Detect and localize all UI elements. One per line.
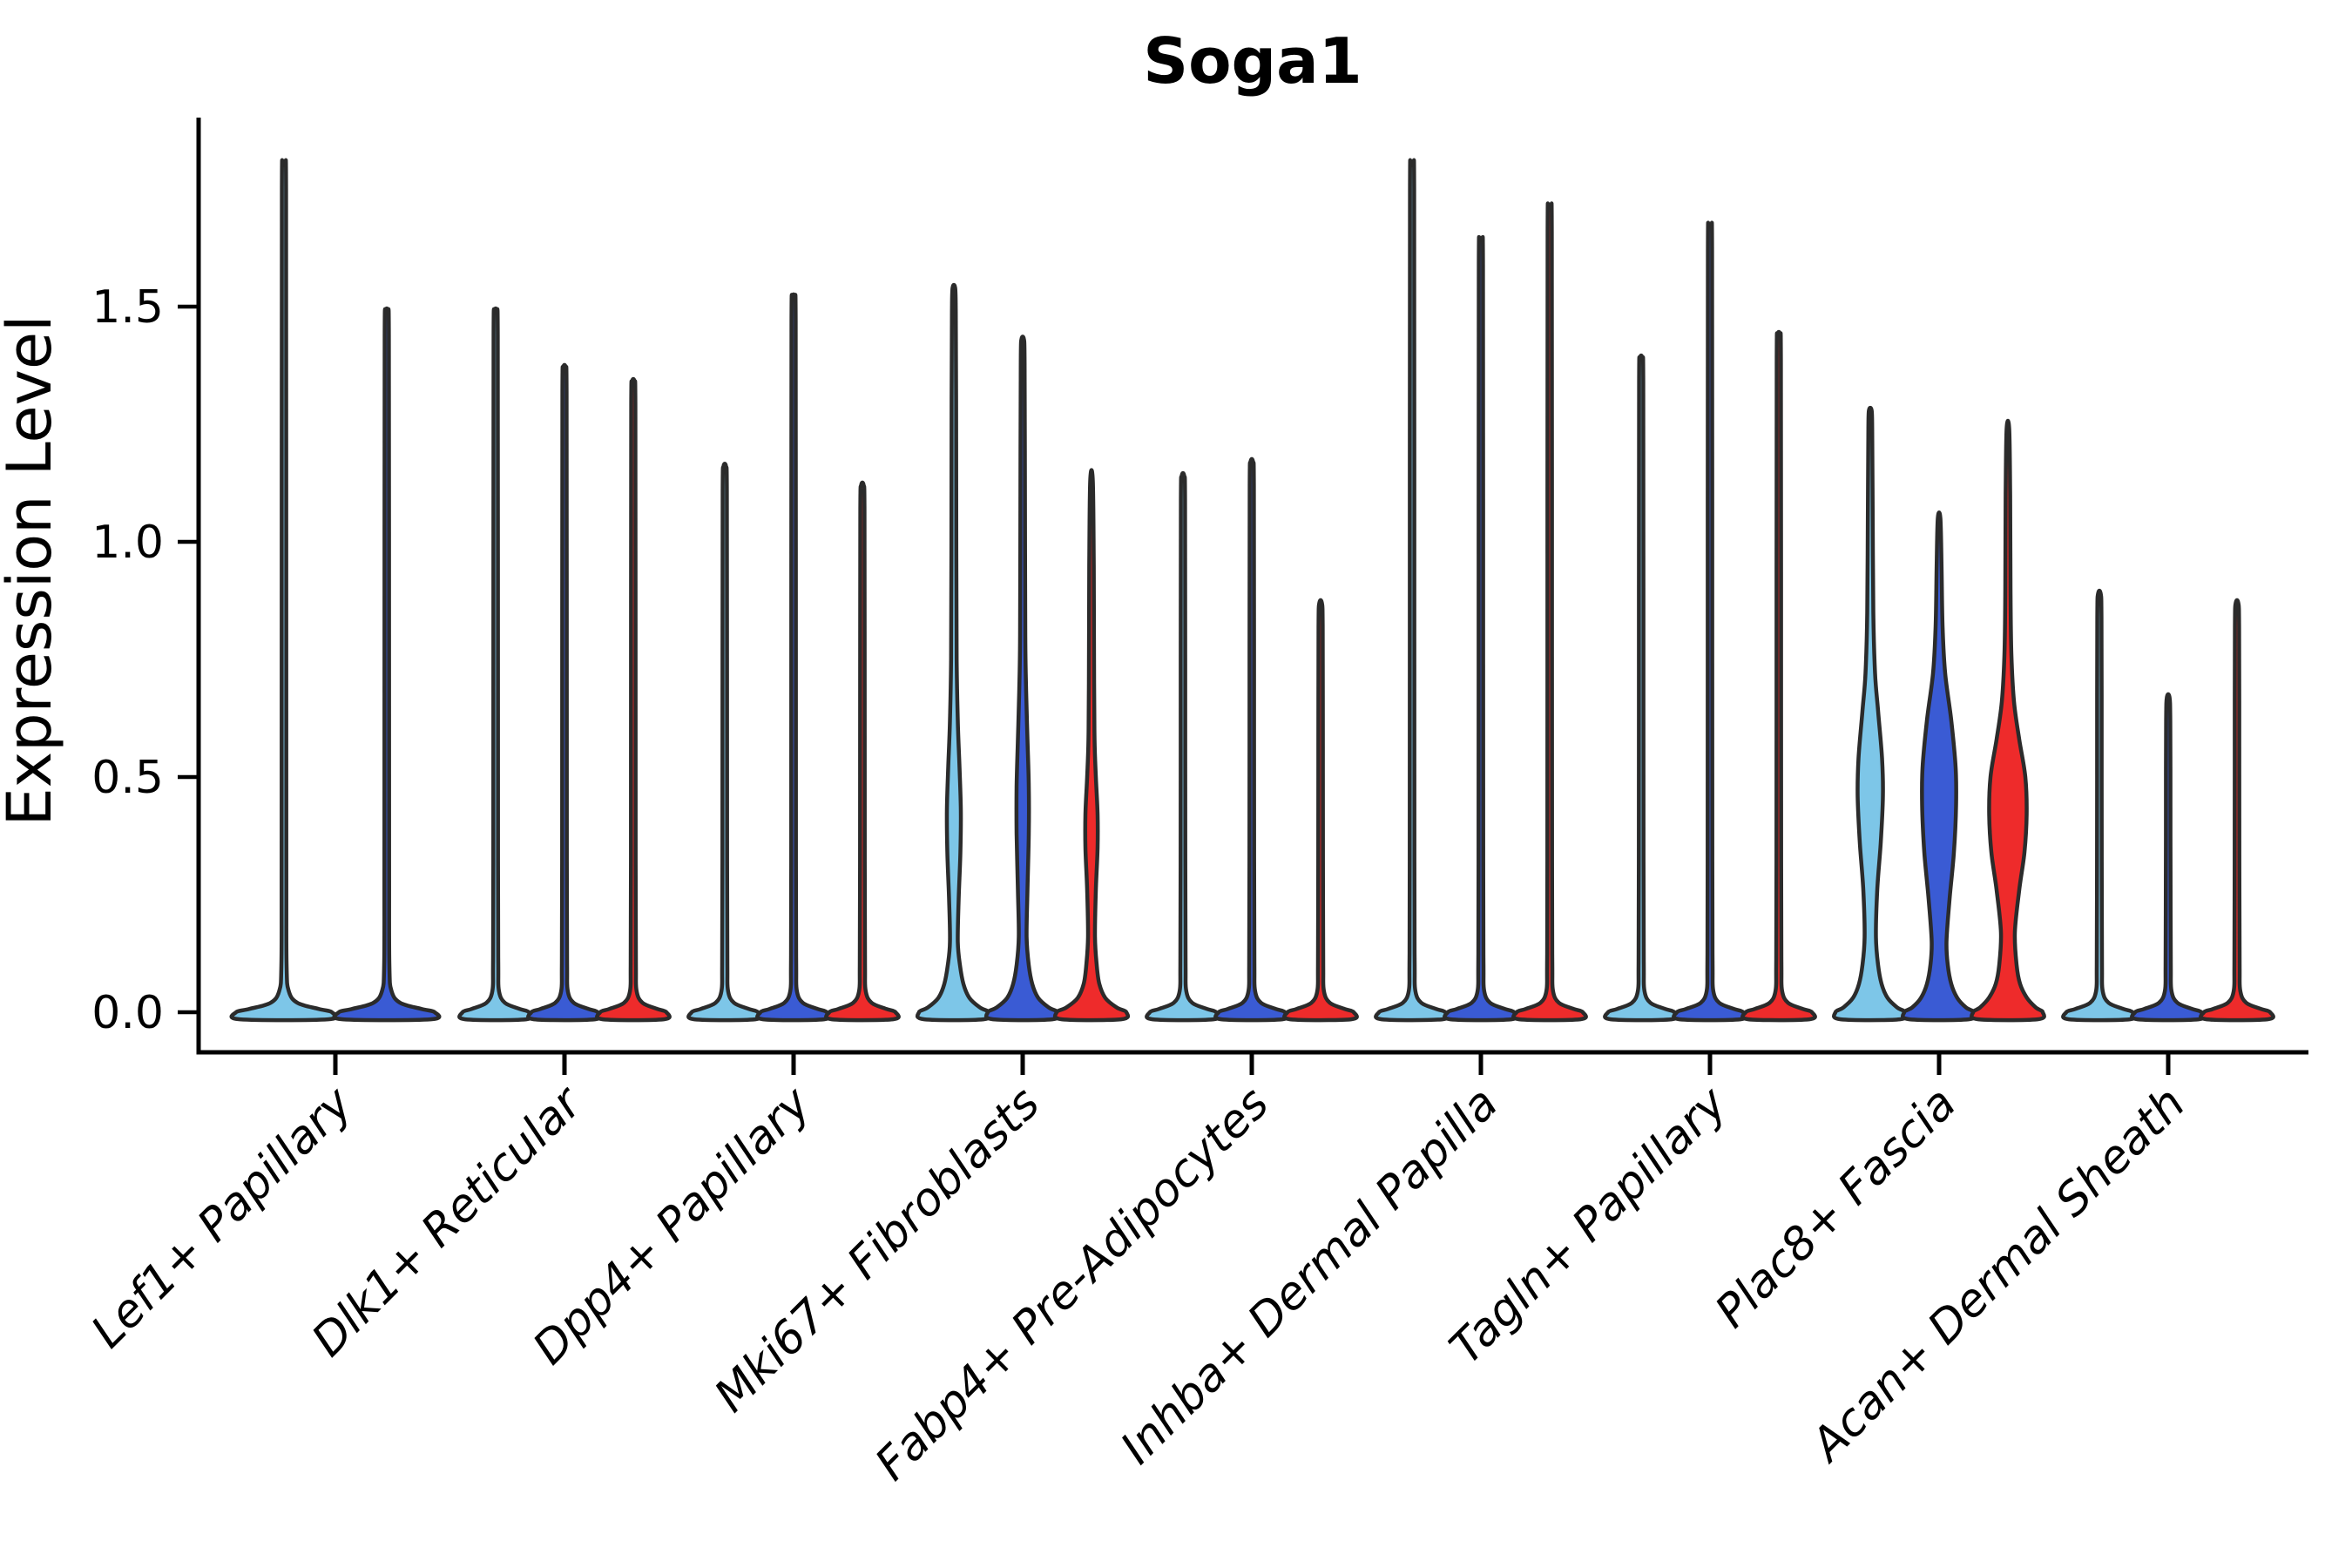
violin-tagln-split3 — [1740, 329, 1817, 1023]
y-tick-label-1: 0.5 — [91, 752, 164, 804]
y-tick-label-0: 0.0 — [91, 987, 164, 1039]
violin-inhba-split1 — [1374, 158, 1450, 1023]
violin-dpp4-split1 — [686, 461, 763, 1023]
violin-inhba-split2 — [1443, 234, 1519, 1023]
violin-plac8-split2 — [1900, 510, 1978, 1023]
violin-dpp4-split2 — [755, 292, 832, 1023]
violin-acan-split3 — [2199, 598, 2275, 1023]
violin-acan-split1 — [2061, 588, 2138, 1023]
violin-dlk1-split2 — [526, 362, 603, 1023]
y-tick-label-3: 1.5 — [91, 281, 164, 334]
chart-title: Soga1 — [1143, 24, 1362, 98]
violin-dlk1-split1 — [457, 306, 534, 1023]
violin-lef1-split1 — [229, 158, 339, 1023]
violin-plac8-split3 — [1970, 418, 2046, 1023]
violin-fabp4-split2 — [1213, 456, 1290, 1023]
violin-inhba-split3 — [1511, 201, 1588, 1023]
axis-spines — [196, 118, 2308, 1055]
violin-mki67-split2 — [983, 335, 1062, 1023]
violin-tagln-split2 — [1672, 220, 1748, 1023]
violin-mki67-split3 — [1052, 468, 1131, 1023]
violins-layer — [229, 158, 2275, 1023]
violin-fabp4-split3 — [1282, 598, 1359, 1023]
violin-fabp4-split1 — [1145, 470, 1221, 1023]
violin-dpp4-split3 — [824, 480, 901, 1023]
axes-layer — [196, 118, 2308, 1055]
violin-mki67-split1 — [915, 282, 993, 1023]
violin-acan-split2 — [2130, 692, 2207, 1023]
y-axis-title: Expression Level — [0, 314, 65, 826]
violin-lef1-split2 — [332, 306, 442, 1023]
y-tick-label-2: 1.0 — [91, 517, 164, 569]
violin-dlk1-split3 — [595, 376, 672, 1023]
violin-plac8-split1 — [1831, 405, 1909, 1023]
violin-tagln-split1 — [1603, 353, 1680, 1023]
